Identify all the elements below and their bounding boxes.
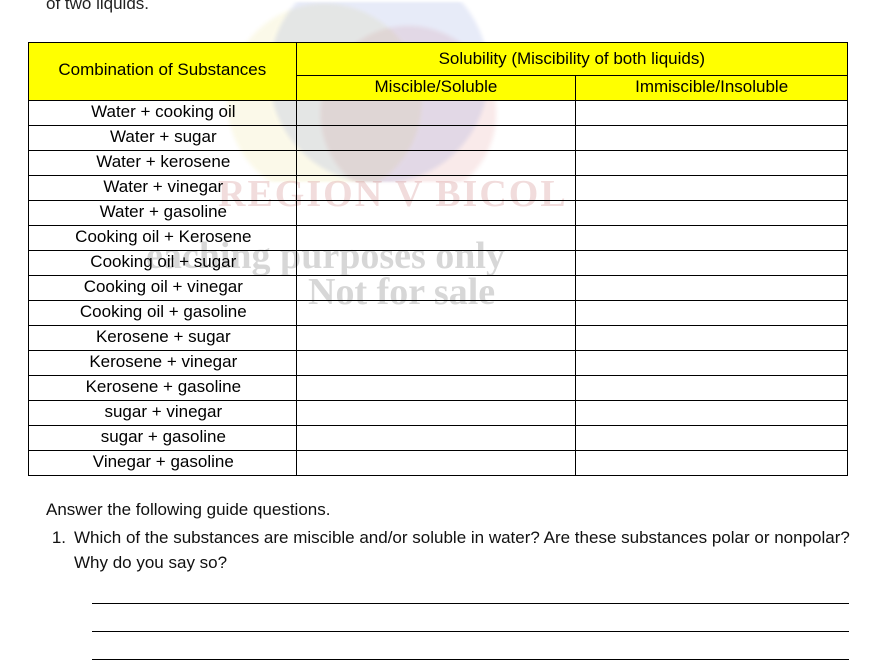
table-row: Water + sugar [29,125,848,150]
question-1: 1. Which of the substances are miscible … [46,526,851,575]
combination-cell: Water + vinegar [29,175,297,200]
miscible-cell[interactable] [296,200,576,225]
table-row: sugar + gasoline [29,425,848,450]
table-row: sugar + vinegar [29,400,848,425]
answer-blank-line[interactable] [92,638,849,660]
header-miscible: Miscible/Soluble [296,75,576,100]
combination-cell: Water + cooking oil [29,100,297,125]
miscible-cell[interactable] [296,125,576,150]
immiscible-cell[interactable] [576,225,848,250]
answer-blank-line[interactable] [92,582,849,604]
combination-cell: Cooking oil + gasoline [29,300,297,325]
table-row: Kerosene + gasoline [29,375,848,400]
header-row-1: Combination of Substances Solubility (Mi… [29,42,848,75]
table-row: Cooking oil + sugar [29,250,848,275]
immiscible-cell[interactable] [576,100,848,125]
header-immiscible: Immiscible/Insoluble [576,75,848,100]
immiscible-cell[interactable] [576,450,848,475]
table-row: Water + vinegar [29,175,848,200]
miscible-cell[interactable] [296,250,576,275]
fragment-prev-sentence: of two liquids. [28,0,851,16]
answer-blank-lines [46,582,851,660]
immiscible-cell[interactable] [576,125,848,150]
miscible-cell[interactable] [296,300,576,325]
combination-cell: Cooking oil + vinegar [29,275,297,300]
table-wrapper: REGION V BICOL eaching purposes only Not… [28,42,851,476]
table-row: Water + gasoline [29,200,848,225]
miscible-cell[interactable] [296,225,576,250]
table-row: Kerosene + sugar [29,325,848,350]
miscible-cell[interactable] [296,325,576,350]
combination-cell: Cooking oil + Kerosene [29,225,297,250]
miscible-cell[interactable] [296,150,576,175]
combination-cell: Kerosene + sugar [29,325,297,350]
question-1-number: 1. [46,526,74,575]
guide-section: Answer the following guide questions. 1.… [28,498,851,660]
miscible-cell[interactable] [296,400,576,425]
combination-cell: sugar + vinegar [29,400,297,425]
table-row: Vinegar + gasoline [29,450,848,475]
combination-cell: Water + sugar [29,125,297,150]
table-row: Kerosene + vinegar [29,350,848,375]
header-combination: Combination of Substances [29,42,297,100]
immiscible-cell[interactable] [576,250,848,275]
miscible-cell[interactable] [296,425,576,450]
immiscible-cell[interactable] [576,350,848,375]
table-row: Water + cooking oil [29,100,848,125]
header-solubility-group: Solubility (Miscibility of both liquids) [296,42,847,75]
table-body: Water + cooking oilWater + sugarWater + … [29,100,848,475]
table-row: Cooking oil + vinegar [29,275,848,300]
combination-cell: sugar + gasoline [29,425,297,450]
immiscible-cell[interactable] [576,425,848,450]
immiscible-cell[interactable] [576,175,848,200]
table-row: Cooking oil + gasoline [29,300,848,325]
immiscible-cell[interactable] [576,325,848,350]
combination-cell: Kerosene + vinegar [29,350,297,375]
worksheet-page: of two liquids. REGION V BICOL eaching p… [0,0,879,660]
combination-cell: Water + gasoline [29,200,297,225]
miscible-cell[interactable] [296,100,576,125]
combination-cell: Water + kerosene [29,150,297,175]
immiscible-cell[interactable] [576,375,848,400]
miscible-cell[interactable] [296,350,576,375]
immiscible-cell[interactable] [576,400,848,425]
combination-cell: Cooking oil + sugar [29,250,297,275]
immiscible-cell[interactable] [576,300,848,325]
miscible-cell[interactable] [296,450,576,475]
table-head: Combination of Substances Solubility (Mi… [29,42,848,100]
miscible-cell[interactable] [296,375,576,400]
combination-cell: Vinegar + gasoline [29,450,297,475]
question-1-text: Which of the substances are miscible and… [74,526,851,575]
guide-intro: Answer the following guide questions. [46,498,851,523]
miscible-cell[interactable] [296,175,576,200]
miscible-cell[interactable] [296,275,576,300]
answer-blank-line[interactable] [92,610,849,632]
immiscible-cell[interactable] [576,275,848,300]
immiscible-cell[interactable] [576,150,848,175]
table-row: Water + kerosene [29,150,848,175]
table-row: Cooking oil + Kerosene [29,225,848,250]
solubility-table: Combination of Substances Solubility (Mi… [28,42,848,476]
combination-cell: Kerosene + gasoline [29,375,297,400]
immiscible-cell[interactable] [576,200,848,225]
